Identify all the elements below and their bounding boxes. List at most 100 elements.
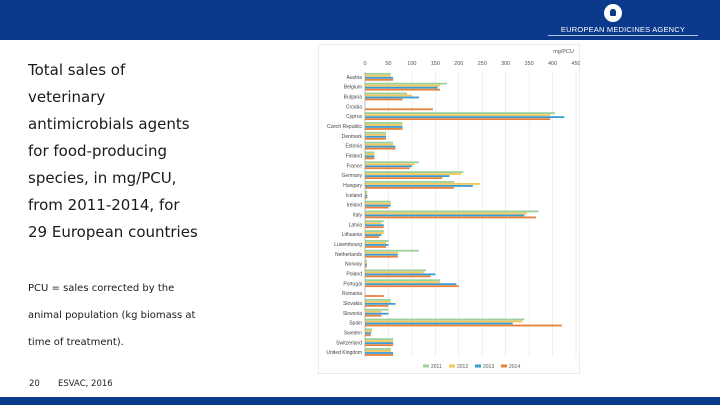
bar-2014 bbox=[365, 295, 384, 297]
bar-2014 bbox=[365, 245, 387, 248]
bar-2011 bbox=[365, 249, 419, 252]
category-label: Austria bbox=[346, 75, 362, 81]
bar-2011 bbox=[365, 72, 391, 75]
category-label: Hungary bbox=[343, 183, 362, 189]
x-tick-label: 200 bbox=[454, 61, 463, 67]
bar-2011 bbox=[365, 181, 455, 183]
bar-2013 bbox=[365, 194, 368, 197]
chart-container: mg/PCU 0 50 100 150 200 250 300 350 400 450 Austria… bbox=[317, 43, 581, 375]
category-label: Switzerland bbox=[336, 340, 362, 346]
bar-2013 bbox=[365, 165, 412, 168]
x-tick-label: 0 bbox=[363, 61, 366, 67]
category-label: Bulgaria bbox=[344, 95, 363, 101]
bar-2013 bbox=[365, 86, 438, 89]
bar-2014 bbox=[365, 304, 389, 307]
category-label: Lithuania bbox=[342, 232, 363, 238]
category-label: Ireland bbox=[347, 203, 363, 209]
bar-2012 bbox=[365, 114, 551, 117]
bar-2014 bbox=[365, 78, 394, 81]
heading-line: for food-producing bbox=[28, 142, 167, 160]
legend-label: 2012 bbox=[457, 364, 468, 370]
category-label: Czech Republic bbox=[327, 124, 363, 130]
legend-label: 2013 bbox=[483, 364, 494, 370]
bar-2013 bbox=[365, 76, 394, 79]
bar-2011 bbox=[365, 151, 375, 154]
bar-2014 bbox=[365, 157, 375, 160]
category-label: France bbox=[346, 163, 362, 169]
bar-2014 bbox=[365, 265, 367, 268]
bar-2014 bbox=[365, 334, 371, 337]
header-bar: EUROPEAN MEDICINES AGENCY bbox=[0, 0, 720, 40]
bar-2011 bbox=[365, 141, 394, 144]
bar-2011 bbox=[365, 220, 384, 223]
bar-2013 bbox=[365, 302, 396, 305]
category-label: Portugal bbox=[343, 281, 362, 287]
bar-2012 bbox=[365, 143, 394, 146]
legend-swatch bbox=[501, 364, 507, 368]
bar-2011 bbox=[365, 112, 555, 115]
bar-2013 bbox=[365, 96, 419, 99]
bar-2011 bbox=[365, 171, 464, 173]
x-tick-label: 150 bbox=[431, 61, 440, 67]
bar-2013 bbox=[365, 263, 367, 266]
heading-line: species, in mg/PCU, bbox=[28, 169, 177, 187]
bar-2012 bbox=[365, 330, 373, 333]
ema-emblem-icon bbox=[604, 4, 622, 22]
bar-2011 bbox=[365, 190, 368, 193]
bar-2013 bbox=[365, 224, 384, 227]
bar-2014 bbox=[365, 147, 396, 150]
bar-2011 bbox=[365, 279, 441, 282]
bar-2014 bbox=[365, 324, 562, 327]
bar-2011 bbox=[365, 131, 387, 134]
bar-2012 bbox=[365, 94, 412, 97]
bar-2014 bbox=[365, 196, 368, 199]
source-citation: ESVAC, 2016 bbox=[58, 379, 113, 389]
category-label: Slovenia bbox=[343, 311, 362, 317]
x-tick-label: 350 bbox=[525, 61, 534, 67]
category-label: Netherlands bbox=[335, 252, 362, 258]
category-label: Sweden bbox=[344, 330, 362, 336]
bar-2014 bbox=[365, 167, 410, 170]
unit-label: mg/PCU bbox=[553, 49, 574, 55]
category-label: Cyprus bbox=[346, 114, 362, 120]
bar-2012 bbox=[365, 84, 441, 87]
bar-2014 bbox=[365, 354, 394, 356]
bar-2014 bbox=[365, 216, 537, 219]
legend-label: 2011 bbox=[431, 364, 442, 370]
bar-2011 bbox=[365, 308, 389, 311]
x-tick-label: 400 bbox=[548, 61, 557, 67]
category-label: Denmark bbox=[342, 134, 363, 140]
bar-2012 bbox=[365, 281, 441, 284]
bar-2013 bbox=[365, 312, 389, 315]
note-line: time of treatment). bbox=[28, 337, 124, 348]
bar-2014 bbox=[365, 187, 455, 189]
bar-2012 bbox=[365, 241, 387, 244]
slide-heading: Total sales of veterinary antimicrobials… bbox=[28, 52, 288, 241]
bar-2011 bbox=[365, 338, 394, 341]
pcu-definition-note: PCU = sales corrected by the animal popu… bbox=[28, 275, 288, 356]
bar-2014 bbox=[365, 137, 387, 140]
x-tick-label: 250 bbox=[478, 61, 487, 67]
bar-2012 bbox=[365, 251, 398, 254]
legend-swatch bbox=[475, 364, 481, 368]
heading-line: veterinary bbox=[28, 88, 106, 106]
bar-2011 bbox=[365, 259, 367, 262]
bar-2012 bbox=[365, 310, 382, 313]
category-label: Poland bbox=[346, 271, 362, 277]
ema-logo[interactable]: EUROPEAN MEDICINES AGENCY bbox=[548, 4, 698, 38]
bar-2014 bbox=[365, 206, 389, 209]
bar-2011 bbox=[365, 239, 389, 242]
bar-2013 bbox=[365, 234, 382, 236]
bar-2014 bbox=[365, 236, 380, 238]
category-label: Spain bbox=[349, 321, 362, 327]
x-tick-label: 50 bbox=[385, 61, 391, 67]
heading-line: from 2011-2014, for bbox=[28, 196, 180, 214]
bar-2012 bbox=[365, 261, 367, 264]
note-line: animal population (kg biomass at bbox=[28, 310, 196, 321]
category-label: Luxembourg bbox=[334, 242, 362, 248]
bar-2013 bbox=[365, 126, 403, 128]
bar-2012 bbox=[365, 320, 523, 323]
bar-2012 bbox=[365, 192, 368, 195]
bar-2014 bbox=[365, 108, 433, 111]
bar-2012 bbox=[365, 74, 391, 77]
